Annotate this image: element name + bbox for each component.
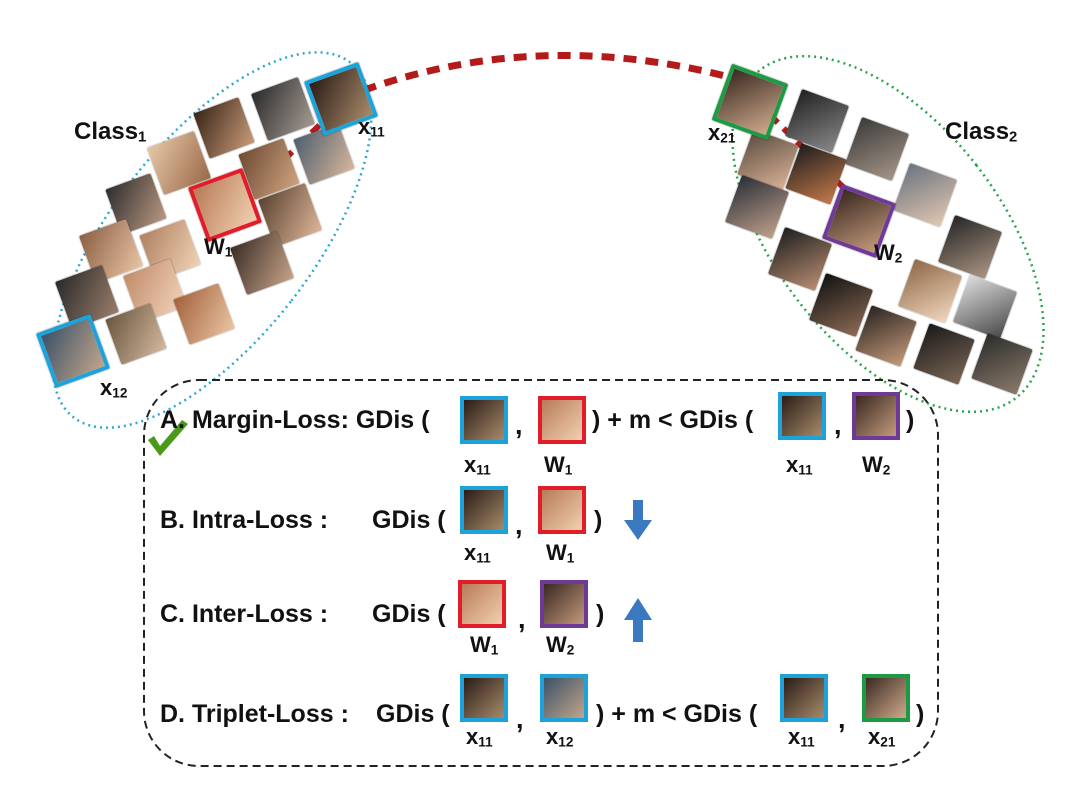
- d-x11-thumb: [460, 674, 508, 722]
- class2-label: Class2: [945, 118, 1018, 146]
- class1-label: Class1: [74, 118, 147, 146]
- x12-label: x12: [100, 375, 128, 401]
- b-comma: ,: [515, 510, 523, 540]
- row-a-label: A. Margin-Loss: GDis (: [160, 406, 430, 434]
- c-comma: ,: [518, 604, 526, 634]
- row-c-gdis: GDis (: [372, 600, 446, 628]
- row-d-label: D. Triplet-Loss :: [160, 700, 349, 728]
- d-x11b-thumb: [780, 674, 828, 722]
- b-x11-thumb: [460, 486, 508, 534]
- loss-box: [143, 379, 939, 767]
- up-arrow-icon: [624, 598, 652, 642]
- d-x11b-label: x11: [788, 724, 815, 750]
- c-w2-thumb: [540, 580, 588, 628]
- b-x11-label: x11: [464, 540, 491, 566]
- class2-ellipse: [731, 54, 1045, 414]
- c-w1-label: W1: [470, 632, 499, 658]
- a-x11b-thumb: [778, 392, 826, 440]
- w1-label: W1: [204, 234, 233, 260]
- row-d-gdis: GDis (: [376, 700, 450, 728]
- a-x11-thumb: [460, 396, 508, 444]
- a-x11b-label: x11: [786, 452, 813, 478]
- row-d-end: ): [916, 700, 925, 728]
- d-x21-thumb: [862, 674, 910, 722]
- x11-label: x11: [358, 114, 385, 140]
- down-arrow-icon: [624, 500, 652, 540]
- row-c-end: ): [596, 600, 605, 628]
- connector-curve: [341, 52, 759, 102]
- check-mark-icon: [148, 420, 188, 456]
- a-x11-label: x11: [464, 452, 491, 478]
- row-b-label: B. Intra-Loss :: [160, 506, 329, 534]
- a-w1-thumb: [538, 396, 586, 444]
- a-w2-thumb: [852, 392, 900, 440]
- row-b-end: ): [594, 506, 603, 534]
- b-w1-thumb: [538, 486, 586, 534]
- d-x12-label: x12: [546, 724, 574, 750]
- row-d-close: ) + m < GDis (: [596, 700, 758, 728]
- row-c-label: C. Inter-Loss :: [160, 600, 329, 628]
- a-comma2: ,: [834, 410, 842, 440]
- d-comma: ,: [516, 704, 524, 734]
- row-b-gdis: GDis (: [372, 506, 446, 534]
- x21-label: x21: [708, 120, 736, 146]
- a-comma: ,: [515, 410, 523, 440]
- row-a-close: ) + m < GDis (: [592, 406, 754, 434]
- d-x21-label: x21: [868, 724, 896, 750]
- d-x11-label: x11: [466, 724, 493, 750]
- c-w1-thumb: [458, 580, 506, 628]
- b-w1-label: W1: [546, 540, 575, 566]
- w2-label: W2: [874, 240, 903, 266]
- a-w1-label: W1: [544, 452, 573, 478]
- a-w2-label: W2: [862, 452, 891, 478]
- row-a-end: ): [906, 406, 915, 434]
- d-comma2: ,: [838, 704, 846, 734]
- d-x12-thumb: [540, 674, 588, 722]
- c-w2-label: W2: [546, 632, 575, 658]
